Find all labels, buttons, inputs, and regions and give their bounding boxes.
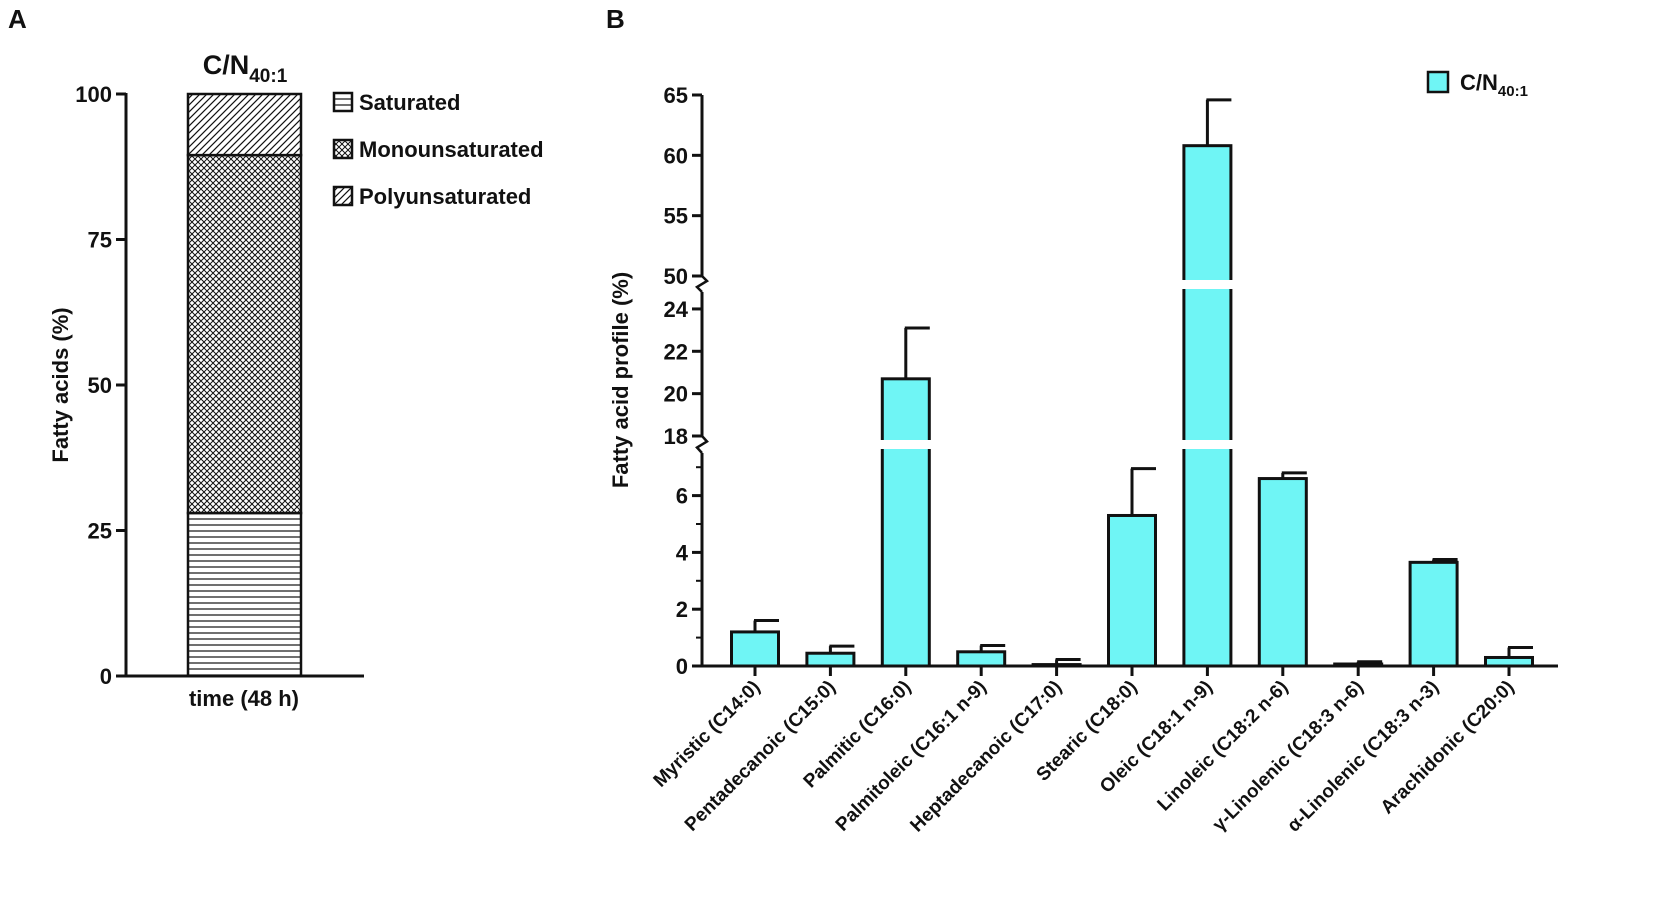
legend-label-monounsaturated: Monounsaturated (359, 137, 544, 162)
panel-b-legend-label: C/N40:1 (1460, 70, 1528, 100)
stack-segment-monounsaturated (186, 153, 303, 515)
panel-a-title: C/N40:1 (203, 50, 288, 87)
bar-break-gap (1181, 440, 1233, 449)
panel-b-x-tick-label: Linoleic (C18:2 n-6) (1154, 677, 1293, 816)
panel-b-y-tick-label: 22 (664, 339, 688, 364)
bar (1257, 477, 1308, 668)
panel-a-y-tick-label: 50 (88, 373, 112, 398)
panel-a-y-tick-label: 75 (88, 228, 112, 253)
panel-b-chart: Fatty acid profile (%) 02461820222450556… (608, 70, 1558, 836)
panel-b-x-tick-label: Pentadecanoic (C15:0) (681, 677, 840, 836)
bar (1408, 560, 1459, 668)
panel-b-y-tick-label: 24 (664, 297, 689, 322)
panel-b-x-tick-label: γ-Linolenic (C18:3 n-6) (1209, 677, 1368, 836)
panel-b-y-tick-label: 18 (664, 424, 688, 449)
legend-swatch-monounsaturated (332, 138, 354, 160)
panel-b-x-tick-label: Palmitoleic (C16:1 n-9) (832, 677, 991, 836)
panel-b-legend: C/N40:1 (1426, 70, 1528, 100)
axis-break-mark (694, 275, 710, 293)
bar (1107, 513, 1157, 668)
legend-label-saturated: Saturated (359, 90, 460, 115)
panel-a-y-ticks: 0 25 50 75 100 (75, 82, 126, 689)
panel-b-y-tick-label: 2 (676, 597, 688, 622)
panel-b-y-tick-label: 65 (664, 83, 688, 108)
panel-b-y-axis-label: Fatty acid profile (%) (608, 272, 633, 488)
panel-a-y-tick-label: 25 (88, 519, 112, 544)
panel-b-y-tick-label: 6 (676, 484, 688, 509)
panel-b-y-axis (694, 95, 710, 668)
bar (956, 650, 1007, 668)
panel-b-label: B (606, 4, 625, 34)
axis-break-mark (695, 435, 709, 454)
panel-a-label: A (8, 4, 27, 34)
panel-a-y-tick-label: 100 (75, 82, 112, 107)
panel-b-y-tick-label: 4 (676, 540, 689, 565)
bar-break-gap (880, 440, 932, 449)
panel-b-bars (730, 98, 1534, 668)
bar-break-gap (1181, 280, 1233, 289)
bar (1182, 144, 1233, 668)
bar (730, 630, 780, 668)
panel-a-chart: C/N40:1 Fatty acids (%) 0 25 50 75 100 time … (48, 50, 544, 711)
stack-segment-saturated (186, 511, 303, 678)
panel-a-y-axis-label: Fatty acids (%) (48, 307, 73, 462)
panel-a-bars (186, 92, 303, 678)
panel-b-y-tick-label: 20 (664, 382, 688, 407)
panel-a-x-tick-label: time (48 h) (189, 686, 299, 711)
panel-a-legend: Saturated Monounsaturated Polyunsaturated (332, 90, 544, 209)
bar (1484, 655, 1534, 668)
panel-b-x-tick-label: Arachidonic (C20:0) (1377, 677, 1519, 819)
bar (1031, 663, 1082, 668)
panel-b-y-tick-label: 55 (664, 204, 688, 229)
bar (805, 651, 856, 668)
bar (1333, 662, 1384, 668)
panel-b-x-tick-label: α-Linolenic (C18:3 n-3) (1283, 677, 1443, 837)
panel-b-legend-swatch (1426, 70, 1450, 94)
legend-swatch-saturated (332, 91, 354, 113)
bar (880, 377, 931, 668)
panel-b-y-tick-label: 0 (676, 654, 688, 679)
panel-a-y-tick-label: 0 (100, 664, 112, 689)
panel-b-x-tick-label: Heptadecanoic (C17:0) (906, 677, 1066, 837)
legend-swatch-polyunsaturated (332, 185, 354, 207)
panel-b-y-tick-label: 60 (664, 143, 688, 168)
panel-b-x-tick-labels: Myristic (C14:0)Pentadecanoic (C15:0)Pal… (650, 666, 1519, 836)
stack-segment-polyunsaturated (186, 92, 303, 157)
legend-label-polyunsaturated: Polyunsaturated (359, 184, 531, 209)
panel-b-y-tick-label: 50 (664, 264, 688, 289)
